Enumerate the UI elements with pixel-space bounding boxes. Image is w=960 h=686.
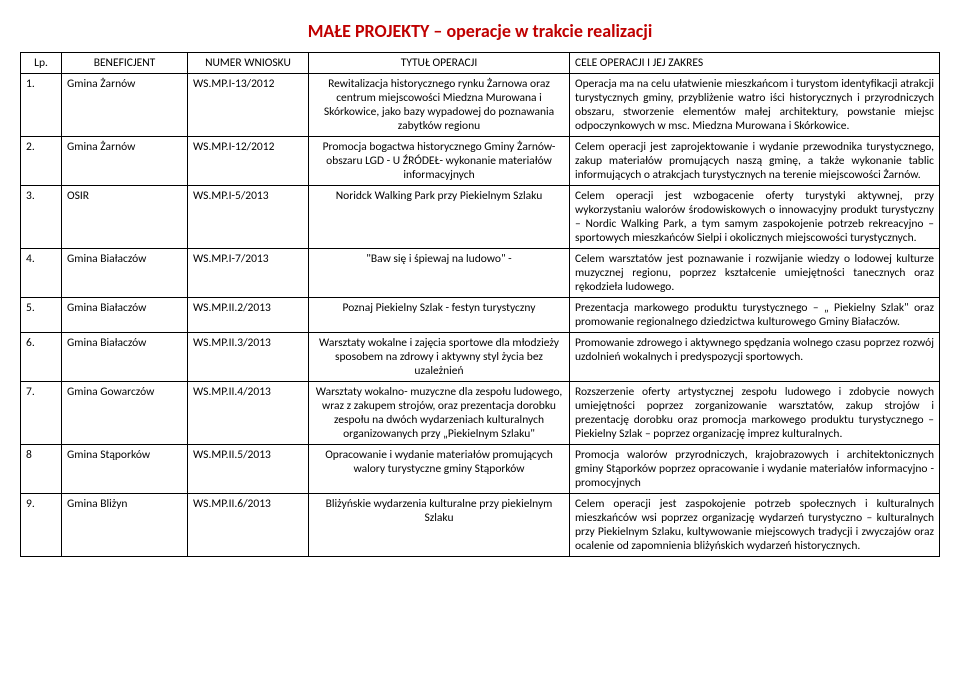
cell-cel: Prezentacja markowego produktu turystycz… [570,298,940,333]
table-row: 3. OSIR WS.MP.I-5/2013 Noridck Walking P… [21,186,940,249]
projects-table: Lp. BENEFICJENT NUMER WNIOSKU TYTUŁ OPER… [20,52,940,557]
cell-ben: Gmina Białaczów [62,333,188,382]
cell-num: WS.MP.II.3/2013 [188,333,309,382]
cell-ben: OSIR [62,186,188,249]
table-row: 2. Gmina Żarnów WS.MP.I-12/2012 Promocja… [21,137,940,186]
table-body: 1. Gmina Żarnów WS.MP.I-13/2012 Rewitali… [21,74,940,557]
cell-cel: Promowanie zdrowego i aktywnego spędzani… [570,333,940,382]
cell-num: WS.MP.II.4/2013 [188,382,309,445]
table-row: 6. Gmina Białaczów WS.MP.II.3/2013 Warsz… [21,333,940,382]
cell-ben: Gmina Białaczów [62,249,188,298]
header-beneficjent: BENEFICJENT [62,53,188,74]
cell-tyt: Warsztaty wokalne i zajęcia sportowe dla… [309,333,570,382]
cell-cel: Rozszerzenie oferty artystycznej zespołu… [570,382,940,445]
cell-num: WS.MP.II.5/2013 [188,445,309,494]
cell-tyt: "Baw się i śpiewaj na ludowo" - [309,249,570,298]
header-row: Lp. BENEFICJENT NUMER WNIOSKU TYTUŁ OPER… [21,53,940,74]
table-row: 4. Gmina Białaczów WS.MP.I-7/2013 "Baw s… [21,249,940,298]
header-numer: NUMER WNIOSKU [188,53,309,74]
cell-lp: 2. [21,137,62,186]
cell-cel: Celem operacji jest zaprojektowanie i wy… [570,137,940,186]
cell-num: WS.MP.I-7/2013 [188,249,309,298]
header-lp: Lp. [21,53,62,74]
cell-cel: Celem warsztatów jest poznawanie i rozwi… [570,249,940,298]
cell-lp: 9. [21,494,62,557]
cell-cel: Operacja ma na celu ułatwienie mieszkańc… [570,74,940,137]
table-row: 1. Gmina Żarnów WS.MP.I-13/2012 Rewitali… [21,74,940,137]
cell-lp: 7. [21,382,62,445]
cell-lp: 1. [21,74,62,137]
cell-lp: 5. [21,298,62,333]
table-row: 9. Gmina Bliżyn WS.MP.II.6/2013 Bliżyńsk… [21,494,940,557]
header-cele: CELE OPERACJI I JEJ ZAKRES [570,53,940,74]
cell-tyt: Poznaj Piekielny Szlak - festyn turystyc… [309,298,570,333]
cell-cel: Promocja walorów przyrodniczych, krajobr… [570,445,940,494]
page-title: MAŁE PROJEKTY – operacje w trakcie reali… [20,20,940,42]
cell-tyt: Promocja bogactwa historycznego Gminy Ża… [309,137,570,186]
cell-num: WS.MP.I-13/2012 [188,74,309,137]
cell-tyt: Noridck Walking Park przy Piekielnym Szl… [309,186,570,249]
cell-tyt: Rewitalizacja historycznego rynku Żarnow… [309,74,570,137]
cell-tyt: Bliżyńskie wydarzenia kulturalne przy pi… [309,494,570,557]
header-tytul: TYTUŁ OPERACJI [309,53,570,74]
cell-cel: Celem operacji jest wzbogacenie oferty t… [570,186,940,249]
table-row: 8 Gmina Stąporków WS.MP.II.5/2013 Opraco… [21,445,940,494]
cell-ben: Gmina Bliżyn [62,494,188,557]
cell-lp: 4. [21,249,62,298]
cell-num: WS.MP.II.6/2013 [188,494,309,557]
cell-ben: Gmina Gowarczów [62,382,188,445]
cell-ben: Gmina Białaczów [62,298,188,333]
cell-lp: 8 [21,445,62,494]
table-row: 7. Gmina Gowarczów WS.MP.II.4/2013 Warsz… [21,382,940,445]
cell-num: WS.MP.II.2/2013 [188,298,309,333]
cell-cel: Celem operacji jest zaspokojenie potrzeb… [570,494,940,557]
cell-ben: Gmina Stąporków [62,445,188,494]
cell-num: WS.MP.I-5/2013 [188,186,309,249]
cell-lp: 3. [21,186,62,249]
cell-tyt: Warsztaty wokalno- muzyczne dla zespołu … [309,382,570,445]
cell-num: WS.MP.I-12/2012 [188,137,309,186]
cell-lp: 6. [21,333,62,382]
table-row: 5. Gmina Białaczów WS.MP.II.2/2013 Pozna… [21,298,940,333]
cell-ben: Gmina Żarnów [62,137,188,186]
cell-tyt: Opracowanie i wydanie materiałów promują… [309,445,570,494]
cell-ben: Gmina Żarnów [62,74,188,137]
